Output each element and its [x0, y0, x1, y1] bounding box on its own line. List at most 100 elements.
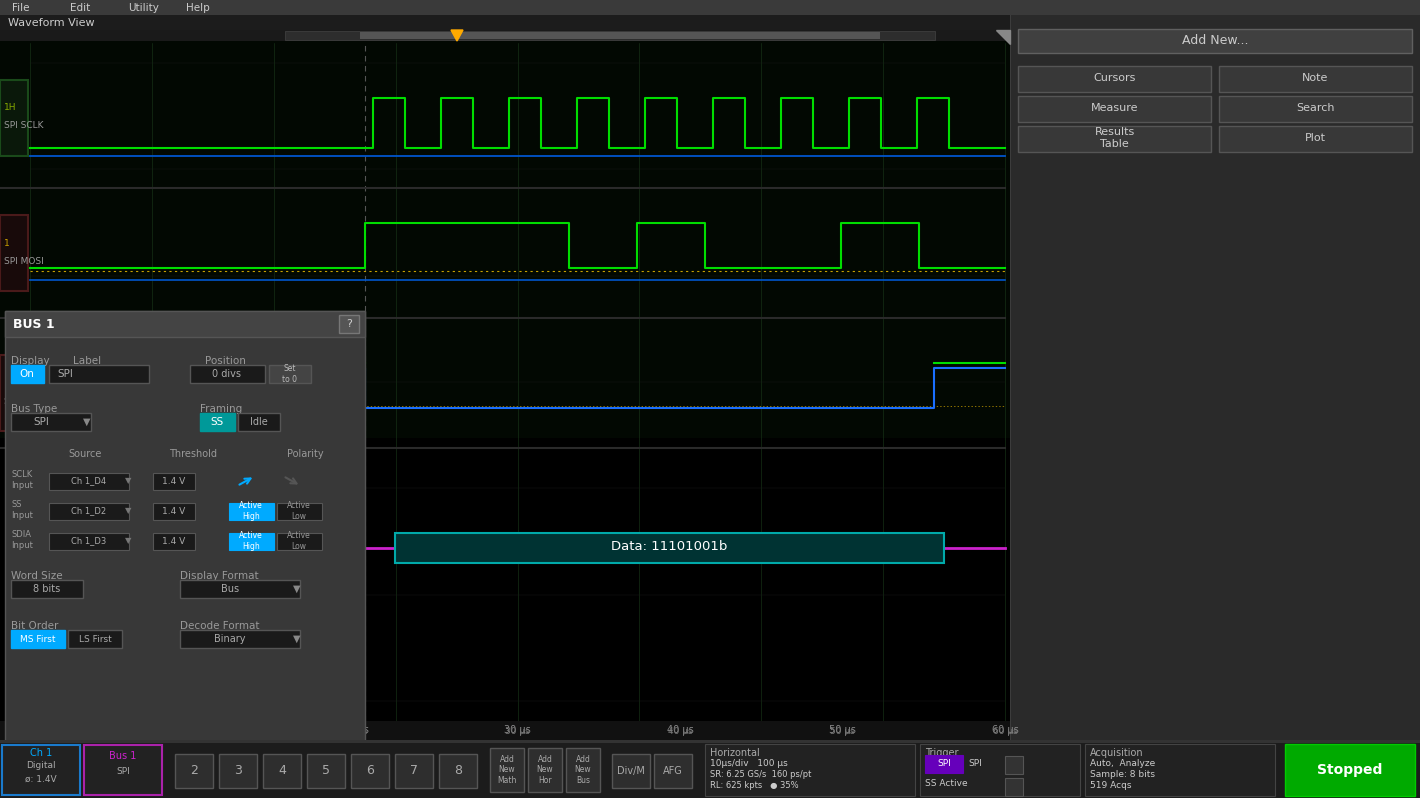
Bar: [0, 15, 1010, 30]
Bar: [268, 365, 311, 383]
Text: On: On: [20, 369, 34, 379]
Text: Display Format: Display Format: [180, 571, 258, 581]
Text: 8 bits: 8 bits: [34, 584, 61, 594]
Text: Ch 1: Ch 1: [30, 748, 53, 758]
Text: SPI: SPI: [968, 760, 981, 768]
Bar: [439, 754, 477, 788]
Text: Edit: Edit: [70, 3, 91, 13]
Text: 10μs/div   100 μs: 10μs/div 100 μs: [710, 759, 788, 768]
Bar: [1018, 29, 1411, 53]
Bar: [11, 630, 65, 648]
Bar: [924, 755, 963, 773]
Text: LS First: LS First: [78, 634, 111, 643]
Text: Display: Display: [11, 356, 50, 366]
Text: Active
High: Active High: [239, 501, 263, 521]
Text: Add
New
Math: Add New Math: [497, 755, 517, 785]
Bar: [229, 533, 274, 550]
Text: 50 μs: 50 μs: [829, 725, 856, 735]
Bar: [307, 754, 345, 788]
Text: SR: 6.25 GS/s  160 ps/pt: SR: 6.25 GS/s 160 ps/pt: [710, 770, 811, 779]
Bar: [1218, 66, 1411, 92]
Bar: [0, 741, 1420, 798]
Text: SS
Input: SS Input: [11, 500, 33, 519]
Text: 1H: 1H: [4, 104, 17, 113]
Text: Position: Position: [204, 356, 246, 366]
Bar: [612, 754, 650, 788]
Bar: [285, 31, 934, 40]
Bar: [1218, 126, 1411, 152]
Text: Add
New
Hor: Add New Hor: [537, 755, 554, 785]
Bar: [153, 503, 195, 520]
Text: Active
High: Active High: [239, 531, 263, 551]
Bar: [567, 748, 601, 792]
Bar: [0, 80, 28, 156]
Bar: [1018, 66, 1211, 92]
Text: Source: Source: [68, 449, 102, 459]
Text: Set
to 0: Set to 0: [283, 365, 298, 384]
Text: Digital: Digital: [26, 761, 55, 771]
Text: 60 μs: 60 μs: [993, 728, 1017, 737]
Text: 1.4 V: 1.4 V: [162, 476, 186, 485]
Bar: [0, 30, 1010, 438]
Bar: [1005, 756, 1022, 774]
Bar: [339, 315, 359, 333]
Bar: [351, 754, 389, 788]
Bar: [395, 754, 433, 788]
Bar: [0, 215, 28, 291]
Bar: [219, 754, 257, 788]
Text: SPI MOSI: SPI MOSI: [4, 256, 44, 266]
Text: 3: 3: [234, 764, 241, 777]
Text: File: File: [11, 3, 30, 13]
Bar: [0, 0, 1420, 15]
Text: Idle: Idle: [250, 417, 268, 427]
Bar: [1, 745, 80, 795]
Text: 5: 5: [322, 764, 329, 777]
Text: 10 μs: 10 μs: [180, 728, 204, 737]
Text: ?: ?: [346, 319, 352, 329]
Text: Trigger: Trigger: [924, 748, 959, 758]
Polygon shape: [995, 30, 1010, 44]
Bar: [1018, 96, 1211, 122]
Text: Label: Label: [72, 356, 101, 366]
Bar: [50, 365, 149, 383]
Bar: [263, 754, 301, 788]
Text: Active
Low: Active Low: [287, 501, 311, 521]
Bar: [1010, 0, 1420, 741]
Text: Data: 11101001b: Data: 11101001b: [612, 540, 727, 554]
Bar: [50, 503, 129, 520]
Text: 1.4 V: 1.4 V: [162, 536, 186, 546]
Text: ø: 1.4V: ø: 1.4V: [26, 775, 57, 784]
Polygon shape: [452, 30, 463, 41]
Bar: [277, 533, 322, 550]
Bar: [0, 30, 1010, 741]
Text: ▼: ▼: [293, 584, 301, 594]
Text: SPI SCLK: SPI SCLK: [4, 121, 44, 131]
Bar: [68, 630, 122, 648]
Text: Threshold: Threshold: [169, 449, 217, 459]
Text: 20 μs: 20 μs: [342, 725, 368, 735]
Text: Binary: Binary: [214, 634, 246, 644]
Text: Bus 1: Bus 1: [109, 751, 136, 761]
Text: 7: 7: [410, 764, 417, 777]
Text: 10 μs: 10 μs: [179, 725, 206, 735]
Text: SS Active: SS Active: [924, 780, 967, 788]
Bar: [655, 754, 692, 788]
Bar: [1285, 744, 1414, 796]
Text: SPI: SPI: [116, 767, 129, 776]
Bar: [490, 748, 524, 792]
Text: 40 μs: 40 μs: [667, 728, 693, 737]
Text: 40 μs: 40 μs: [666, 725, 693, 735]
Text: Search: Search: [1296, 103, 1335, 113]
Text: 0 s: 0 s: [23, 728, 37, 737]
Bar: [153, 473, 195, 490]
Text: 8: 8: [454, 764, 462, 777]
Bar: [704, 744, 914, 796]
Text: Help: Help: [186, 3, 210, 13]
Text: SCLK
Input: SCLK Input: [11, 470, 33, 490]
Text: Framing: Framing: [200, 404, 243, 414]
Bar: [528, 748, 562, 792]
Bar: [229, 503, 274, 520]
Bar: [920, 744, 1081, 796]
Text: Auto,  Analyze: Auto, Analyze: [1091, 759, 1156, 768]
Bar: [84, 745, 162, 795]
